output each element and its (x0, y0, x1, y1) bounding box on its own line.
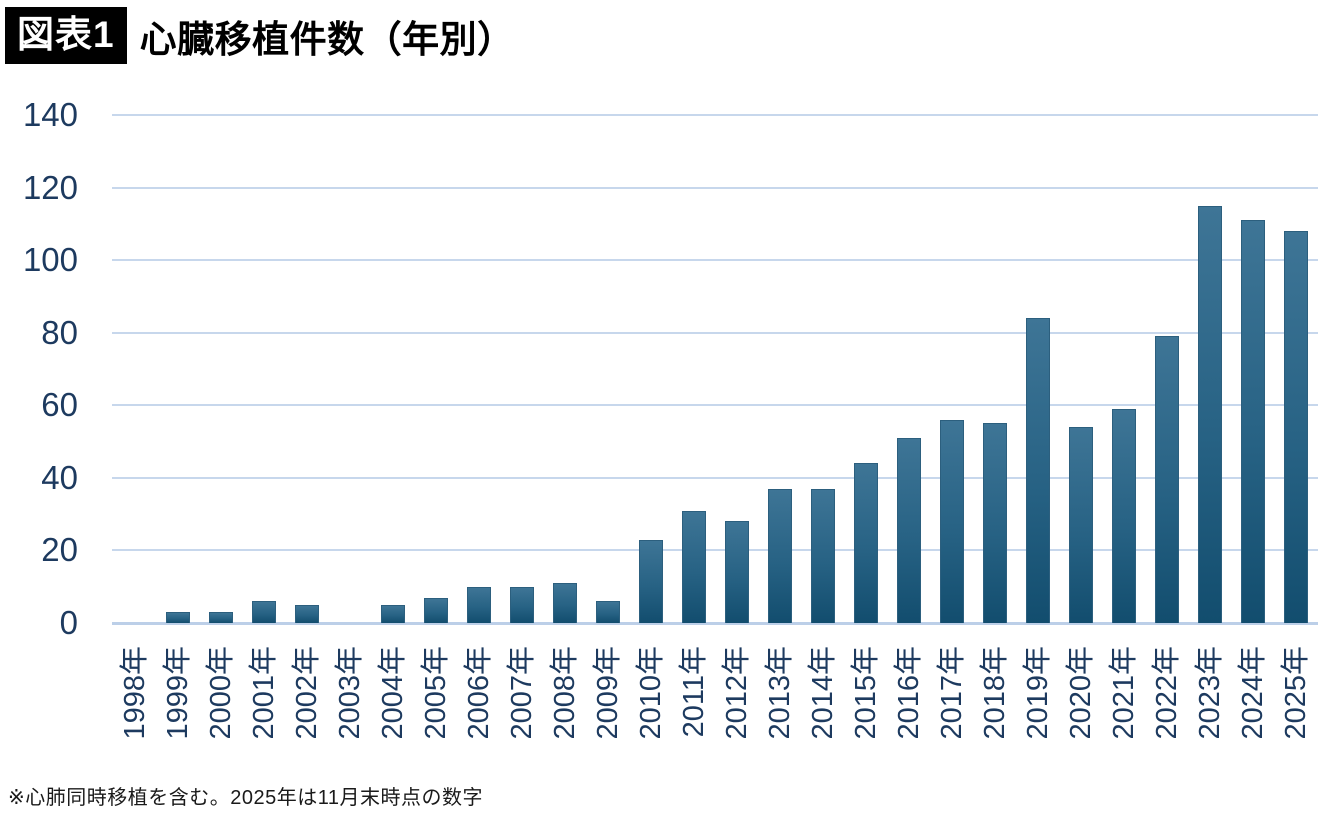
y-tick-label: 40 (41, 458, 78, 496)
gridline (112, 331, 1318, 334)
bar (768, 488, 792, 623)
bar (854, 463, 878, 623)
x-tick-label: 2018年 (978, 646, 1011, 740)
x-tick-label: 2011年 (677, 646, 710, 738)
bar (1069, 427, 1093, 623)
bar (639, 539, 663, 623)
x-tick-label: 2003年 (333, 646, 366, 740)
x-tick-label: 2010年 (634, 646, 667, 740)
bar (1284, 231, 1308, 623)
bar (725, 521, 749, 623)
gridline (112, 114, 1318, 116)
x-tick-label: 2021年 (1107, 646, 1140, 740)
bar (252, 601, 276, 623)
x-tick-label: 1998年 (118, 646, 151, 740)
x-tick-label: 2015年 (849, 646, 882, 740)
bar (940, 419, 964, 623)
x-tick-label: 1999年 (161, 646, 194, 740)
gridline (112, 404, 1318, 407)
gridline (112, 259, 1318, 262)
bar (1112, 408, 1136, 623)
x-tick-label: 2022年 (1150, 646, 1183, 740)
y-tick-label: 140 (22, 96, 78, 133)
chart-title: 心臓移植件数（年別） (139, 18, 515, 60)
bar (209, 612, 233, 623)
bar (553, 583, 577, 623)
gridline (112, 476, 1318, 479)
x-tick-label: 2019年 (1021, 646, 1054, 740)
bar (510, 586, 534, 623)
x-tick-label: 2001年 (247, 646, 280, 740)
bar (811, 488, 835, 623)
bar (424, 597, 448, 623)
bar (295, 604, 319, 623)
chart-footnote: ※心肺同時移植を含む。2025年は11月末時点の数字 (8, 787, 484, 809)
x-tick-label: 2008年 (548, 646, 581, 740)
bar (1241, 220, 1265, 623)
y-tick-label: 120 (22, 168, 78, 206)
x-tick-label: 2025年 (1279, 646, 1312, 740)
x-tick-label: 2023年 (1193, 646, 1226, 740)
bar (467, 586, 491, 623)
chart-header: 図表1 心臓移植件数（年別） (5, 7, 515, 64)
gridline (112, 186, 1318, 189)
bar (381, 604, 405, 623)
x-tick-label: 2024年 (1236, 646, 1269, 740)
x-tick-label: 2002年 (290, 646, 323, 740)
bar (1155, 336, 1179, 623)
x-tick-label: 2000年 (204, 646, 237, 740)
x-tick-label: 2006年 (462, 646, 495, 740)
x-tick-label: 2007年 (505, 646, 538, 740)
figure-number-badge: 図表1 (5, 7, 127, 64)
x-tick-label: 2014年 (806, 646, 839, 740)
x-tick-label: 2016年 (892, 646, 925, 740)
bar (897, 437, 921, 623)
bar (596, 601, 620, 623)
bar (1198, 205, 1222, 623)
x-tick-label: 2005年 (419, 646, 452, 740)
bar (1026, 318, 1050, 623)
x-tick-label: 2012年 (720, 646, 753, 740)
y-tick-label: 100 (22, 241, 78, 279)
y-tick-label: 20 (41, 531, 78, 569)
x-tick-label: 2013年 (763, 646, 796, 740)
bar (166, 612, 190, 623)
y-tick-label: 60 (41, 386, 78, 424)
y-tick-label: 0 (59, 604, 78, 641)
x-axis-baseline (112, 622, 1318, 625)
x-tick-label: 2004年 (376, 646, 409, 740)
x-tick-label: 2017年 (935, 646, 968, 740)
bar (983, 423, 1007, 623)
x-tick-label: 2009年 (591, 646, 624, 740)
bar (682, 510, 706, 623)
gridline (112, 549, 1318, 552)
x-tick-label: 2020年 (1064, 646, 1097, 740)
y-tick-label: 80 (41, 313, 78, 351)
